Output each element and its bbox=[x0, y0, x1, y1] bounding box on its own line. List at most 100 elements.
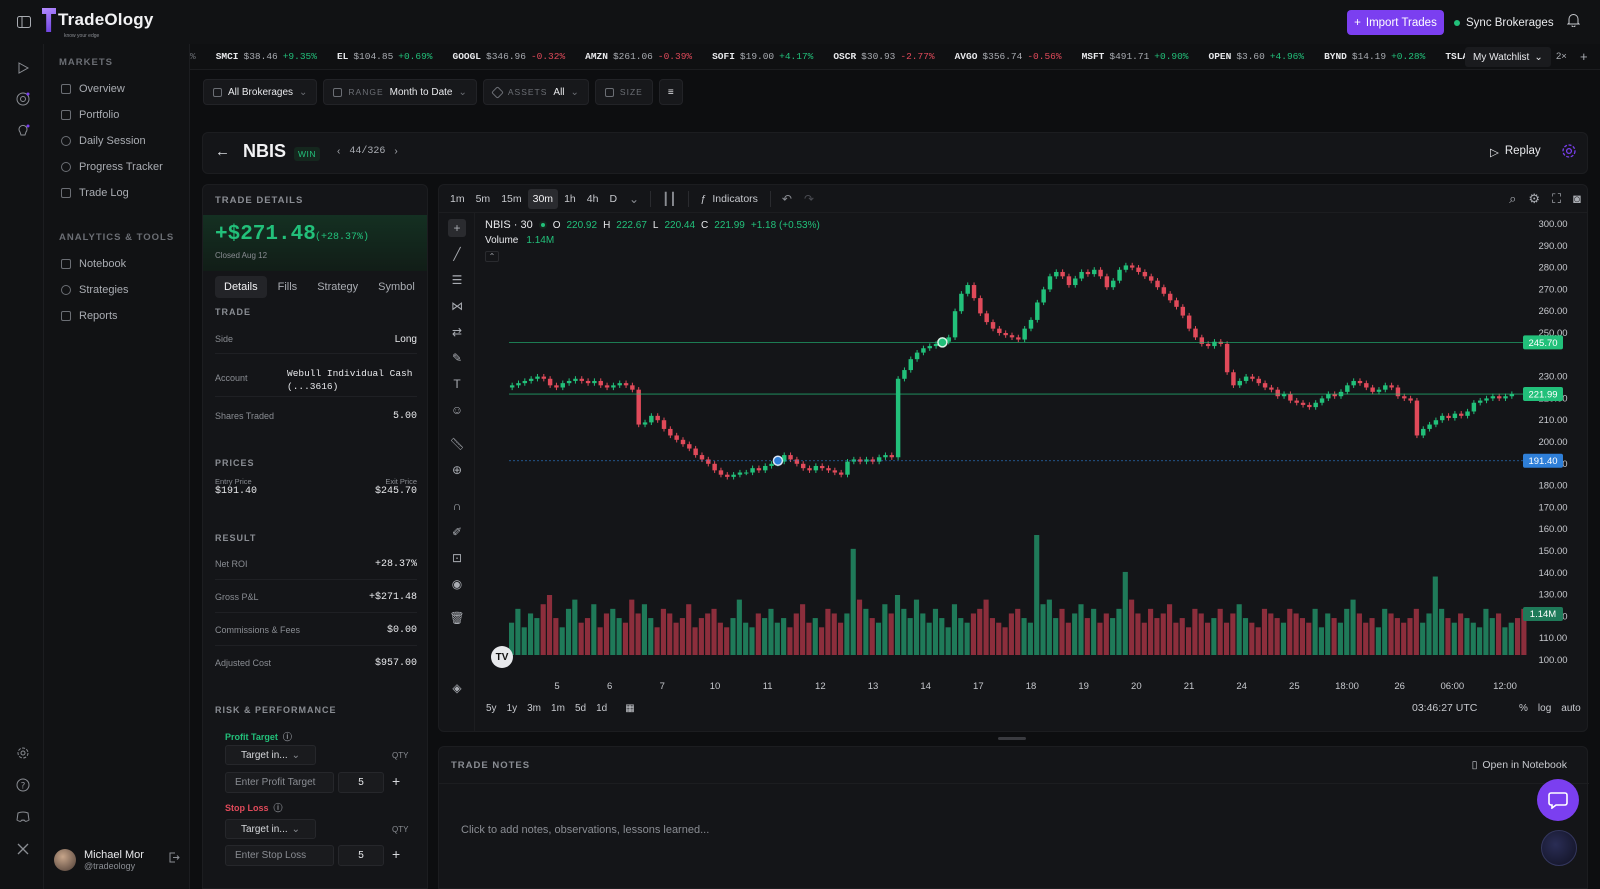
quick-search-icon[interactable]: ⌕ bbox=[1509, 191, 1517, 206]
user-profile[interactable]: Michael Mor @tradeology bbox=[54, 845, 180, 875]
bell-icon[interactable] bbox=[1566, 13, 1581, 30]
log-scale-toggle[interactable]: log bbox=[1537, 702, 1552, 714]
range-5d[interactable]: 5d bbox=[574, 702, 587, 714]
range-5y[interactable]: 5y bbox=[486, 702, 497, 714]
notes-input[interactable]: Click to add notes, observations, lesson… bbox=[461, 824, 710, 836]
text-icon[interactable]: T bbox=[453, 377, 461, 391]
collapse-legend-icon[interactable]: ⌃ bbox=[485, 251, 499, 262]
discord-icon[interactable] bbox=[14, 808, 32, 826]
range-1m[interactable]: 1m bbox=[551, 702, 565, 714]
timeframe-1m[interactable]: 1m bbox=[450, 192, 465, 205]
add-ticker-icon[interactable]: + bbox=[1580, 49, 1588, 64]
ruler-icon[interactable]: 📏︎ bbox=[449, 437, 465, 451]
timeframe-15m[interactable]: 15m bbox=[501, 192, 522, 205]
profit-target-input[interactable]: Enter Profit Target bbox=[225, 772, 334, 793]
timeframe-1h[interactable]: 1h bbox=[564, 192, 576, 205]
pattern-icon[interactable]: ⋈ bbox=[451, 299, 463, 313]
next-trade-icon[interactable]: › bbox=[394, 146, 398, 157]
info-icon[interactable]: ⓘ bbox=[282, 732, 292, 742]
ticker-item[interactable]: TSLA bbox=[1445, 51, 1478, 62]
indicators-button[interactable]: ƒ Indicators bbox=[695, 193, 764, 205]
trend-line-icon[interactable]: ╱ bbox=[453, 247, 461, 261]
target-icon[interactable] bbox=[14, 90, 32, 108]
undo-icon[interactable]: ↶ bbox=[781, 191, 792, 206]
profit-target-qty[interactable]: 5 bbox=[338, 772, 384, 793]
chevron-down-icon[interactable]: ⌄ bbox=[629, 191, 640, 206]
stop-loss-input[interactable]: Enter Stop Loss bbox=[225, 845, 334, 866]
sync-brokerages-button[interactable]: Sync Brokerages bbox=[1454, 10, 1554, 35]
emoji-icon[interactable]: ☺ bbox=[450, 403, 464, 417]
more-filters-button[interactable]: ≡ bbox=[658, 79, 683, 105]
range-filter[interactable]: RANGE Month to Date ⌄ bbox=[323, 79, 477, 105]
app-logo[interactable]: TradeOlogy know your edge bbox=[42, 8, 154, 39]
import-trades-button[interactable]: + Import Trades bbox=[1347, 10, 1444, 35]
timeframe-D[interactable]: D bbox=[609, 192, 618, 205]
goto-date-icon[interactable]: ▦ bbox=[625, 702, 635, 714]
auto-scale-toggle[interactable]: auto bbox=[1561, 702, 1581, 714]
ticker-item[interactable]: AVGO $356.74 -0.56% bbox=[955, 51, 1062, 62]
layers-icon[interactable]: ◈ bbox=[452, 681, 462, 695]
tab-details[interactable]: Details bbox=[215, 276, 267, 298]
timeframe-30m[interactable]: 30m bbox=[527, 188, 559, 209]
tab-symbol[interactable]: Symbol bbox=[378, 281, 415, 293]
trash-icon[interactable]: 🗑︎ bbox=[449, 611, 465, 625]
open-in-notebook-button[interactable]: ▯ Open in Notebook bbox=[1472, 759, 1567, 771]
sidebar-toggle-icon[interactable] bbox=[14, 12, 34, 32]
play-icon[interactable] bbox=[14, 59, 32, 77]
assistant-orb-icon[interactable] bbox=[1541, 830, 1577, 866]
lock-drawing-icon[interactable]: ✐ bbox=[451, 525, 463, 539]
ticker-item[interactable]: SMCI $38.46 +9.35% bbox=[216, 51, 317, 62]
tradingview-logo-icon[interactable]: TV bbox=[491, 646, 513, 668]
brush-icon[interactable]: ✎ bbox=[451, 351, 463, 365]
zoom-in-icon[interactable]: ⊕ bbox=[451, 463, 463, 477]
assets-filter[interactable]: ASSETS All ⌄ bbox=[482, 79, 589, 105]
range-1y[interactable]: 1y bbox=[506, 702, 518, 714]
back-arrow-icon[interactable]: ← bbox=[215, 143, 230, 160]
replay-button[interactable]: ▷ Replay bbox=[1490, 145, 1541, 159]
nav-item-trade-log[interactable]: Trade Log bbox=[61, 187, 129, 199]
watchlist-dropdown[interactable]: My Watchlist ⌄ bbox=[1465, 47, 1551, 67]
help-icon[interactable]: ? bbox=[14, 776, 32, 794]
fullscreen-icon[interactable]: ⛶ bbox=[1552, 191, 1562, 206]
profit-target-type-select[interactable]: Target in... ⌄ bbox=[225, 745, 316, 765]
fib-icon[interactable]: ☰ bbox=[451, 273, 463, 287]
stop-loss-type-select[interactable]: Target in... ⌄ bbox=[225, 819, 316, 839]
ticker-item[interactable]: EL $104.85 +0.69% bbox=[337, 51, 433, 62]
ticker-item[interactable]: OPEN $3.60 +4.96% bbox=[1209, 51, 1305, 62]
ticker-speed-button[interactable]: 2× bbox=[1556, 51, 1567, 62]
gear-icon[interactable] bbox=[1561, 143, 1579, 161]
price-chart[interactable]: 300.00 290.00 280.00 270.00 260.00 250.00 230.… bbox=[475, 213, 1588, 695]
ticker-item[interactable]: SOFI $19.00 +4.17% bbox=[712, 51, 813, 62]
ticker-item[interactable]: GOOGL $346.96 -0.32% bbox=[453, 51, 566, 62]
brokerage-filter[interactable]: All Brokerages ⌄ bbox=[203, 79, 318, 105]
add-stop-loss-icon[interactable]: + bbox=[392, 846, 401, 862]
range-3m[interactable]: 3m bbox=[527, 702, 542, 714]
utc-clock[interactable]: 03:46:27 UTC bbox=[1412, 702, 1478, 714]
candles-icon[interactable]: ┃┃ bbox=[662, 191, 677, 206]
nav-item-portfolio[interactable]: Portfolio bbox=[61, 109, 119, 121]
prev-trade-icon[interactable]: ‹ bbox=[337, 146, 341, 157]
info-icon[interactable]: ⓘ bbox=[273, 803, 283, 813]
nav-item-progress-tracker[interactable]: Progress Tracker bbox=[61, 161, 163, 173]
settings-icon[interactable] bbox=[14, 744, 32, 762]
add-profit-target-icon[interactable]: + bbox=[392, 773, 401, 789]
eye-icon[interactable]: ◉ bbox=[451, 577, 463, 591]
tab-fills[interactable]: Fills bbox=[277, 281, 298, 293]
ticker-item[interactable]: AMZN $261.06 -0.39% bbox=[585, 51, 692, 62]
nav-item-notebook[interactable]: Notebook bbox=[61, 258, 126, 270]
logout-icon[interactable] bbox=[169, 852, 180, 866]
nav-item-daily-session[interactable]: Daily Session bbox=[61, 135, 146, 147]
timeframe-4h[interactable]: 4h bbox=[586, 192, 599, 205]
lightbulb-icon[interactable] bbox=[14, 122, 32, 140]
x-twitter-icon[interactable] bbox=[14, 840, 32, 858]
tab-strategy[interactable]: Strategy bbox=[317, 281, 359, 293]
ticker-item[interactable]: MSFT $491.71 +0.90% bbox=[1082, 51, 1189, 62]
nav-item-strategies[interactable]: Strategies bbox=[61, 284, 129, 296]
crosshair-icon[interactable]: + bbox=[448, 219, 466, 237]
percent-scale-toggle[interactable]: % bbox=[1519, 702, 1528, 714]
forecast-icon[interactable]: ⇄ bbox=[451, 325, 463, 339]
camera-icon[interactable]: ◙ bbox=[1573, 191, 1581, 206]
resize-handle[interactable] bbox=[998, 737, 1026, 740]
range-1d[interactable]: 1d bbox=[596, 702, 608, 714]
lock-icon[interactable]: ⊡ bbox=[451, 551, 463, 565]
